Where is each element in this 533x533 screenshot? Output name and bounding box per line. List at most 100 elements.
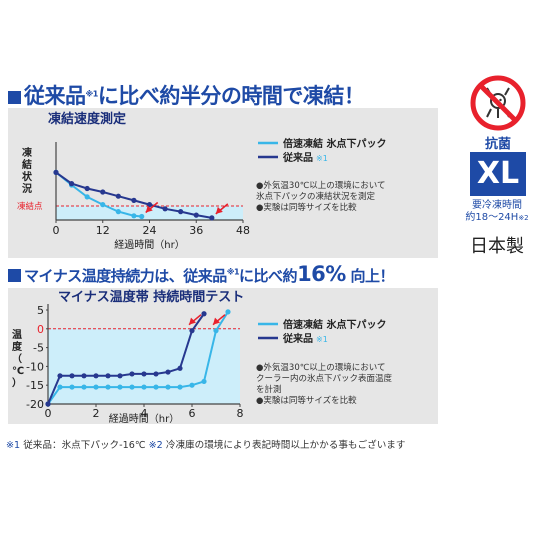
series-0-point-13 xyxy=(201,378,207,385)
footnote-text-2: 冷凍庫の環境により表記時間以上かかる事もございます xyxy=(162,440,406,451)
series-0-point-6 xyxy=(139,213,145,220)
chart2-xtick-label-3: 6 xyxy=(189,407,196,420)
series-1-point-0 xyxy=(53,169,59,175)
heading1-mark: ※1 xyxy=(85,89,99,99)
size-badge: XL xyxy=(470,152,526,196)
freeze-time-title: 要冷凍時間 xyxy=(472,200,522,211)
bullet-square-icon xyxy=(8,91,21,104)
series-0-point-12 xyxy=(189,382,195,388)
series-0-point-4 xyxy=(115,209,121,215)
legend-mark-1: ※1 xyxy=(316,154,328,163)
chart1-xtick-label-3: 36 xyxy=(189,224,203,237)
no-bacteria-icon xyxy=(470,75,526,131)
chart2-xtick-label-1: 2 xyxy=(93,407,100,420)
series-1-point-6 xyxy=(146,202,153,208)
series-0-point-7 xyxy=(129,384,135,390)
series-1-point-0 xyxy=(45,401,51,407)
chart2-ytick-label-5: -20 xyxy=(26,398,44,411)
heading1-text: に比べ約半分の時間で凍結！ xyxy=(97,84,365,108)
heading2-mid: に比べ約 xyxy=(239,267,298,285)
freeze-time-value: 約18～24H xyxy=(465,212,519,223)
note-0: ●外気温30℃以上の環境において xyxy=(256,180,386,191)
series-0-point-2 xyxy=(69,384,75,390)
chart1-xlabel: 経過時間（hr） xyxy=(114,238,184,251)
chart2-xtick-label-2: 4 xyxy=(141,407,148,420)
note-3: ●実験は同等サイズを比較 xyxy=(256,395,357,406)
series-line-0 xyxy=(47,311,229,405)
series-1-point-9 xyxy=(193,212,199,218)
chart1-xtick-label-0: 0 xyxy=(53,224,60,237)
heading2-suffix: 向上！ xyxy=(345,267,395,285)
legend-label-1: 従来品 xyxy=(282,332,313,345)
heading1-prefix: 従来品 xyxy=(24,84,86,108)
chart2-xtick-label-0: 0 xyxy=(45,407,52,420)
series-1-point-4 xyxy=(93,373,99,379)
series-1-point-10 xyxy=(165,369,171,375)
minus-duration-panel: マイナス温度帯 持続時間テスト 温度（℃） 5 0 -5 -10 -15 -20 0 2 4 6 8 経過… xyxy=(8,288,438,425)
series-1-point-3 xyxy=(100,189,106,195)
legend-label-0: 倍速凍結 氷点下パック xyxy=(283,137,386,150)
chart2-arrow-old-head xyxy=(189,317,196,325)
series-0-point-2 xyxy=(84,194,90,200)
freeze-point-label: 凍結点 xyxy=(17,201,43,212)
footnote-mark-1: ※1 xyxy=(6,440,21,451)
series-0-point-5 xyxy=(105,384,111,390)
series-1-point-11 xyxy=(177,365,183,371)
chart2-ytick-label-0: 5 xyxy=(37,304,44,317)
made-in-japan-label: 日本製 xyxy=(470,236,524,257)
series-0-point-1 xyxy=(57,384,63,390)
note-1: 氷点下パックの凍結状況を測定 xyxy=(256,191,376,202)
heading-minus-duration: マイナス温度持続力は、従来品※1に比べ約16% 向上！ xyxy=(8,262,395,286)
series-0-point-5 xyxy=(131,213,137,219)
bullet-square-icon xyxy=(8,269,21,282)
chart1-xtick-label-1: 12 xyxy=(96,224,110,237)
series-1-point-5 xyxy=(131,197,137,203)
series-1-point-1 xyxy=(68,181,75,187)
chart1-xtick-label-4: 48 xyxy=(236,224,250,237)
series-1-point-2 xyxy=(84,185,90,192)
chart1-arrow-new-head xyxy=(145,205,153,213)
heading2-prefix: マイナス温度持続力は、従来品 xyxy=(24,267,227,285)
series-1-point-3 xyxy=(81,373,87,379)
series-0-point-8 xyxy=(141,384,147,390)
chart2-ytick-label-3: -10 xyxy=(26,360,44,373)
series-1-point-5 xyxy=(105,373,111,379)
chart2-ytick-label-1: 0 xyxy=(37,323,44,336)
series-1-point-2 xyxy=(69,373,75,379)
chart2-ytick-label-4: -15 xyxy=(26,379,44,392)
chart2-arrow-new-head xyxy=(213,317,220,325)
chart2-xtick-label-4: 8 xyxy=(237,407,244,420)
chart1-arrow-old-head xyxy=(215,206,223,214)
chart1-ylabel: 凍結状況 xyxy=(22,146,33,195)
series-0-point-9 xyxy=(153,384,159,390)
note-0: ●外気温30℃以上の環境において xyxy=(256,362,386,373)
series-1-point-8 xyxy=(141,371,147,377)
series-1-point-10 xyxy=(209,215,215,221)
series-0-point-3 xyxy=(81,384,87,390)
series-1-point-9 xyxy=(153,371,159,377)
series-1-point-7 xyxy=(129,371,135,377)
chart2-title: マイナス温度帯 持続時間テスト xyxy=(58,289,244,305)
footnote: ※1 従来品：氷点下パック-16℃ ※2 冷凍庫の環境により表記時間以上かかる事… xyxy=(6,437,531,451)
chart2-ylabel: 温度（℃） xyxy=(12,328,24,389)
heading2-highlight: 16% xyxy=(297,262,346,286)
heading-freeze-speed: 従来品※1に比べ約半分の時間で凍結！ xyxy=(8,80,365,110)
series-0-point-14 xyxy=(213,328,219,334)
legend-label-1: 従来品 xyxy=(282,151,313,164)
heading2-mark: ※1 xyxy=(226,267,240,277)
chart2-ytick-label-2: -5 xyxy=(33,342,44,355)
note-2: を計測 xyxy=(256,384,282,395)
series-1-point-4 xyxy=(115,193,121,199)
freeze-time-mark: ※2 xyxy=(518,214,529,222)
legend-mark-1: ※1 xyxy=(316,335,328,344)
series-1-point-7 xyxy=(162,206,168,212)
series-1-point-8 xyxy=(178,209,184,215)
series-1-point-1 xyxy=(57,373,63,379)
minus-zone xyxy=(48,328,240,404)
series-0-point-11 xyxy=(177,384,183,390)
note-2: ●実験は同等サイズを比較 xyxy=(256,202,357,213)
chart1-title: 凍結速度測定 xyxy=(48,111,126,127)
chart2-xlabel: 経過時間（hr） xyxy=(109,412,179,424)
series-0-point-15 xyxy=(225,309,231,315)
series-0-point-3 xyxy=(100,202,106,208)
